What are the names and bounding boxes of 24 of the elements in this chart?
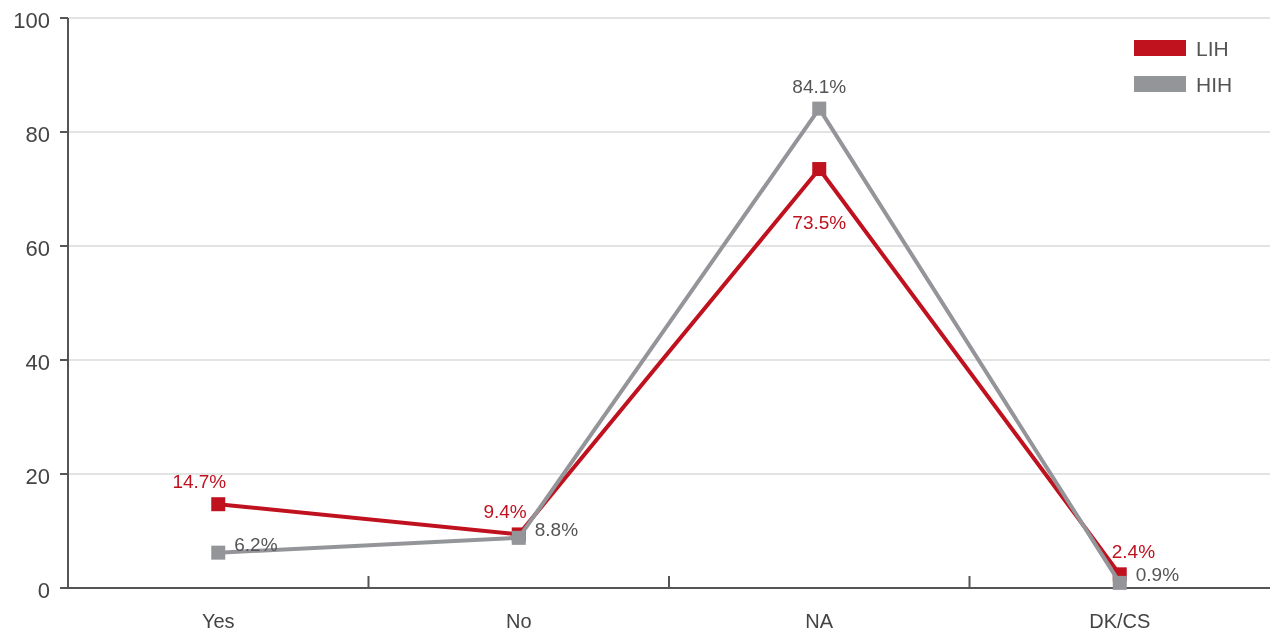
data-label: 2.4% xyxy=(1111,541,1156,563)
y-tick-label: 60 xyxy=(25,236,50,261)
point xyxy=(1112,575,1127,590)
y-tick-label: 0 xyxy=(37,578,50,603)
x-tick-label: DK/CS xyxy=(1089,610,1151,632)
data-label: 0.9% xyxy=(1135,563,1180,585)
data-label: 73.5% xyxy=(792,212,847,234)
data-label: 8.8% xyxy=(534,518,579,540)
data-label: 84.1% xyxy=(792,75,847,97)
y-tick-label: 80 xyxy=(25,122,50,147)
legend-label: HIH xyxy=(1196,73,1233,96)
x-tick-label: No xyxy=(505,610,532,632)
data-label: 9.4% xyxy=(483,501,527,523)
data-label: 14.7% xyxy=(172,471,227,493)
point xyxy=(812,101,827,116)
y-tick-label: 20 xyxy=(25,464,50,489)
y-tick-label: 40 xyxy=(25,350,50,375)
y-tick-label: 100 xyxy=(13,8,50,33)
point xyxy=(211,497,226,512)
x-tick-label: NA xyxy=(805,610,834,632)
x-tick-label: Yes xyxy=(201,610,235,632)
point xyxy=(211,545,226,560)
point xyxy=(812,162,827,177)
legend-label: LIH xyxy=(1196,37,1229,60)
